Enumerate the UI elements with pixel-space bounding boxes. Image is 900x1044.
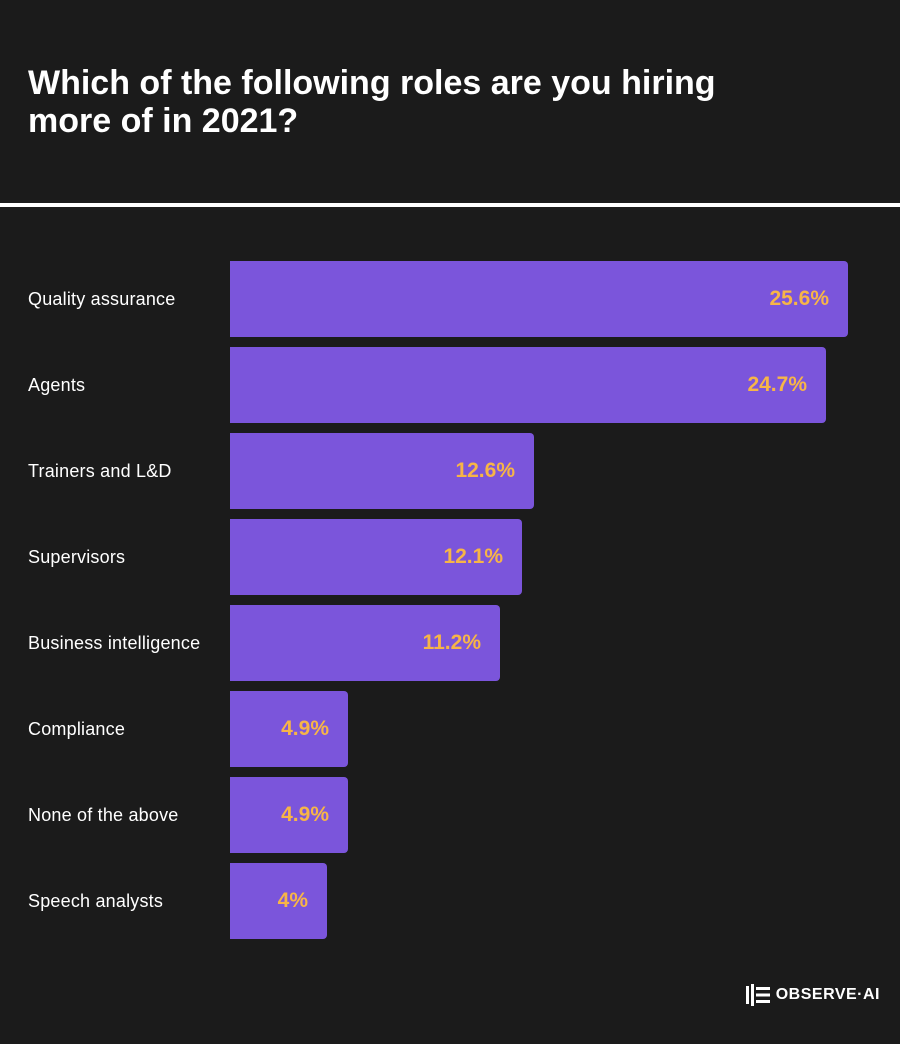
category-label: Agents [28,375,86,395]
category-label: Compliance [28,719,126,739]
chart-title: Which of the following roles are you hir… [28,64,716,140]
bar [230,261,848,337]
value-label: 4% [277,889,308,912]
value-label: 25.6% [769,287,829,310]
observe-ai-logo-icon [745,984,770,1006]
value-label: 12.1% [443,545,503,568]
category-label: Quality assurance [28,289,176,309]
category-label: Trainers and L&D [28,461,172,481]
value-label: 12.6% [455,459,515,482]
bar [230,777,348,853]
bar [230,863,327,939]
bar [230,347,826,423]
category-label: None of the above [28,805,179,825]
category-label: Speech analysts [28,891,164,911]
value-label: 11.2% [422,631,481,654]
bar [230,691,348,767]
title-divider [0,203,900,207]
category-label: Supervisors [28,547,126,567]
bar [230,519,522,595]
value-label: 4.9% [281,803,329,826]
bar [230,605,500,681]
bar [230,433,534,509]
value-label: 24.7% [747,373,807,396]
logo-text: OBSERVE·AI [775,986,880,1003]
brand-logo: OBSERVE·AI [745,984,880,1006]
value-label: 4.9% [281,717,329,740]
category-label: Business intelligence [28,633,201,653]
